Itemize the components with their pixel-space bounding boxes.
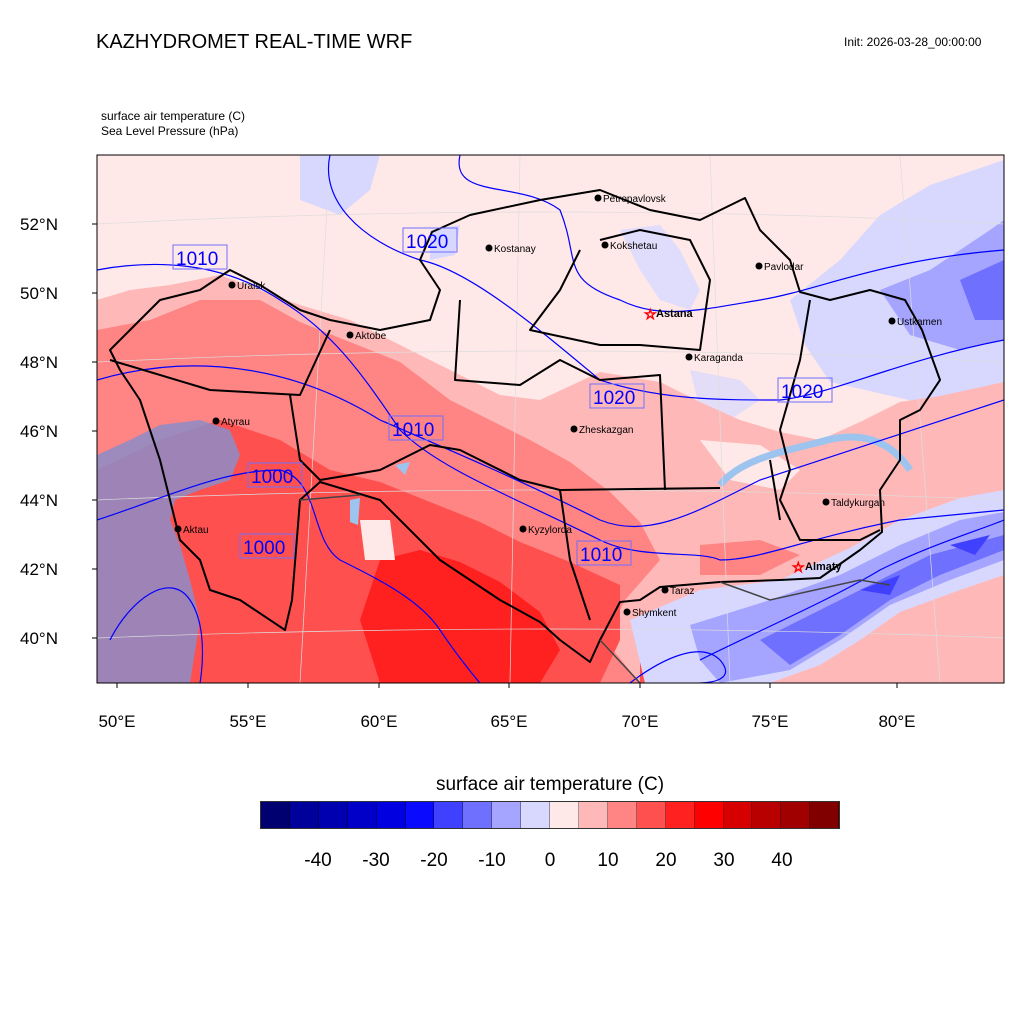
lon-label: 75°E [751,712,788,731]
colorbar-swatch [376,802,406,828]
svg-text:Pavlodar: Pavlodar [764,262,804,273]
colorbar-label: 0 [544,850,556,871]
star-icon: ☆ [792,559,805,575]
city-aktobe[interactable]: Aktobe [346,331,387,342]
colorbar-swatch [434,802,464,828]
borders [109,189,941,663]
lon-label: 60°E [360,712,397,731]
lat-label: 40°N [20,629,58,648]
svg-text:Zheskazgan: Zheskazgan [579,425,633,436]
colorbar-swatch [550,802,579,828]
city-pavlodar[interactable]: Pavlodar [755,262,805,273]
lon-label: 65°E [490,712,527,731]
temperature-field [97,155,1004,683]
colorbar [260,801,840,829]
svg-text:Kyzylorda: Kyzylorda [528,525,572,536]
cities: Petropavlovsk Kostanay Kokshetau Pavloda… [174,194,943,619]
colorbar-swatch [810,802,840,828]
field-label-pressure: Sea Level Pressure (hPa) [101,124,239,138]
colorbar-label: -30 [362,850,390,871]
lon-label: 55°E [229,712,266,731]
lat-label: 50°N [20,284,58,303]
colorbar-label: -40 [304,850,332,871]
isobar-label: 1000 [251,467,293,488]
city-taraz[interactable]: Taraz [661,586,695,597]
star-icon: ☆ [644,306,657,322]
colorbar-swatch [492,802,522,828]
init-time: Init: 2026-03-28_00:00:00 [844,35,982,49]
colorbar-swatch [607,802,637,828]
svg-text:Taraz: Taraz [670,586,694,597]
lat-label: 44°N [20,491,58,510]
lat-label: 42°N [20,560,58,579]
city-kostanay[interactable]: Kostanay [485,244,536,255]
svg-text:Atyrau: Atyrau [221,417,250,428]
colorbar-swatch [723,802,753,828]
colorbar-swatch [463,802,493,828]
colorbar-swatch [289,802,319,828]
isobar-label: 1020 [406,232,448,253]
isobar-label: 1020 [781,382,823,403]
isobar-label: 1000 [243,538,285,559]
colorbar-swatch [752,802,782,828]
colorbar-swatch [405,802,435,828]
lat-label: 48°N [20,353,58,372]
svg-text:Taldykurgan: Taldykurgan [831,498,885,509]
colorbar-swatch [694,802,724,828]
svg-text:Shymkent: Shymkent [632,608,677,619]
city-kyzylorda[interactable]: Kyzylorda [519,525,573,536]
colorbar-swatch [781,802,811,828]
svg-text:Petropavlovsk: Petropavlovsk [603,194,667,205]
city-ustkamen[interactable]: Ustkamen [888,317,943,328]
colorbar-swatch [261,802,290,828]
colorbar-label: 20 [655,850,677,871]
svg-text:Almaty: Almaty [805,561,843,573]
isobar-label: 1010 [176,249,218,270]
city-atyrau[interactable]: Atyrau [212,417,250,428]
svg-text:Kostanay: Kostanay [494,244,536,255]
city-zheskazgan[interactable]: Zheskazgan [570,425,634,436]
city-kokshetau[interactable]: Kokshetau [601,241,658,252]
isobar-label: 1020 [593,388,635,409]
colorbar-label: 30 [713,850,735,871]
field-label-temperature: surface air temperature (C) [101,109,246,123]
page-title: KAZHYDROMET REAL-TIME WRF [96,31,413,53]
colorbar-swatch [578,802,608,828]
colorbar-label: -10 [478,850,506,871]
lat-label: 52°N [20,215,58,234]
isobar-label: 1010 [580,545,622,566]
colorbar-label: -20 [420,850,448,871]
colorbar-label: 40 [771,850,793,871]
city-petropavlovsk[interactable]: Petropavlovsk [594,194,667,205]
svg-text:Ustkamen: Ustkamen [897,317,942,328]
svg-text:Uralsk: Uralsk [237,281,266,292]
colorbar-label: 10 [597,850,619,871]
colorbar-swatch [347,802,377,828]
svg-text:Astana: Astana [656,308,694,320]
lon-label: 80°E [878,712,915,731]
map-frame [96,154,1005,684]
city-taldykurgan[interactable]: Taldykurgan [822,498,885,509]
colorbar-swatch [318,802,348,828]
colorbar-swatch [665,802,695,828]
isobar-label: 1010 [392,420,434,441]
city-shymkent[interactable]: Shymkent [623,608,677,619]
svg-text:Kokshetau: Kokshetau [610,241,657,252]
svg-text:Aktobe: Aktobe [355,331,387,342]
city-almaty[interactable]: ☆ Almaty [792,559,843,576]
city-uralsk[interactable]: Uralsk [228,281,267,292]
svg-text:Aktau: Aktau [183,525,209,536]
lon-label: 70°E [621,712,658,731]
city-karaganda[interactable]: Karaganda [685,353,744,364]
isobar-labels: 1010 1020 1010 1020 1000 1010 1000 1020 [172,227,833,566]
city-aktau[interactable]: Aktau [174,525,209,536]
lat-label: 46°N [20,422,58,441]
city-astana[interactable]: ☆ Astana [644,306,694,323]
colorbar-swatch [636,802,666,828]
svg-text:Karaganda: Karaganda [694,353,743,364]
lon-label: 50°E [98,712,135,731]
colorbar-title: surface air temperature (C) [435,774,665,795]
colorbar-swatch [521,802,551,828]
